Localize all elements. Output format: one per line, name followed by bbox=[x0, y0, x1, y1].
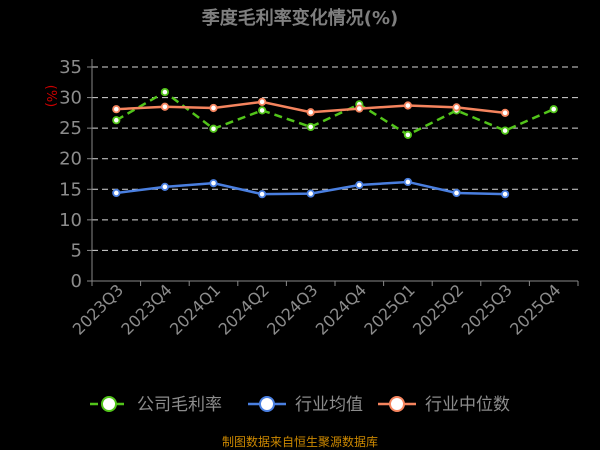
data-point bbox=[403, 130, 412, 139]
data-point bbox=[306, 108, 315, 117]
data-point bbox=[160, 102, 169, 111]
data-point bbox=[452, 188, 461, 198]
series-2 bbox=[112, 97, 510, 117]
y-tick-label: 5 bbox=[71, 240, 82, 261]
x-tick-label: 2025Q1 bbox=[360, 280, 418, 338]
data-point bbox=[209, 179, 218, 188]
y-tick-label: 35 bbox=[59, 57, 82, 78]
axes: 051015202530352023Q32023Q42024Q12024Q220… bbox=[59, 57, 579, 339]
data-point bbox=[306, 122, 315, 132]
data-point bbox=[112, 188, 121, 198]
data-point bbox=[403, 177, 412, 187]
x-tick-label: 2025Q3 bbox=[458, 280, 516, 338]
data-point bbox=[257, 106, 267, 115]
y-unit-label: (%) bbox=[43, 85, 58, 108]
legend-item: 公司毛利率 bbox=[90, 395, 222, 415]
x-tick-label: 2024Q2 bbox=[215, 280, 273, 338]
legend-item: 行业中位数 bbox=[378, 395, 510, 415]
data-point bbox=[500, 126, 510, 135]
series-0 bbox=[112, 87, 558, 139]
data-point bbox=[452, 103, 461, 112]
data-point bbox=[209, 124, 218, 133]
legend-label: 公司毛利率 bbox=[137, 395, 222, 415]
x-tick-label: 2024Q3 bbox=[263, 280, 321, 338]
data-point bbox=[257, 190, 267, 199]
y-tick-label: 20 bbox=[59, 149, 82, 170]
y-tick-label: 10 bbox=[59, 210, 82, 231]
legend-item: 行业均值 bbox=[248, 395, 363, 415]
data-point bbox=[112, 116, 121, 125]
series-line bbox=[115, 90, 555, 137]
legend-label: 行业中位数 bbox=[425, 395, 510, 415]
data-point bbox=[112, 105, 121, 114]
x-tick-label: 2023Q4 bbox=[117, 280, 175, 338]
legend-label: 行业均值 bbox=[295, 395, 363, 415]
y-tick-label: 15 bbox=[59, 179, 82, 200]
plot-area bbox=[112, 87, 558, 199]
data-point bbox=[209, 103, 218, 113]
data-point bbox=[160, 182, 169, 191]
data-point bbox=[355, 104, 364, 113]
y-tick-label: 30 bbox=[59, 88, 82, 109]
chart-title: 季度毛利率变化情况(%) bbox=[202, 7, 399, 29]
legend: 公司毛利率 行业均值 行业中位数 bbox=[90, 395, 510, 415]
x-tick-label: 2024Q1 bbox=[166, 280, 224, 338]
series-1 bbox=[112, 177, 510, 199]
legend-marker bbox=[389, 396, 405, 412]
x-tick-label: 2024Q4 bbox=[312, 280, 370, 338]
data-point bbox=[500, 108, 510, 117]
data-point bbox=[257, 97, 267, 106]
x-tick-label: 2025Q4 bbox=[506, 280, 564, 338]
data-point bbox=[549, 105, 558, 114]
data-point bbox=[306, 189, 315, 198]
y-tick-label: 25 bbox=[59, 118, 82, 139]
source-note: 制图数据来自恒生聚源数据库 bbox=[222, 434, 378, 449]
data-point bbox=[500, 190, 510, 199]
data-point bbox=[160, 87, 169, 97]
data-point bbox=[355, 180, 364, 190]
y-tick-label: 0 bbox=[71, 271, 82, 292]
x-tick-label: 2025Q2 bbox=[409, 280, 467, 338]
legend-marker bbox=[259, 396, 275, 412]
data-point bbox=[403, 101, 412, 110]
legend-marker bbox=[101, 396, 117, 412]
